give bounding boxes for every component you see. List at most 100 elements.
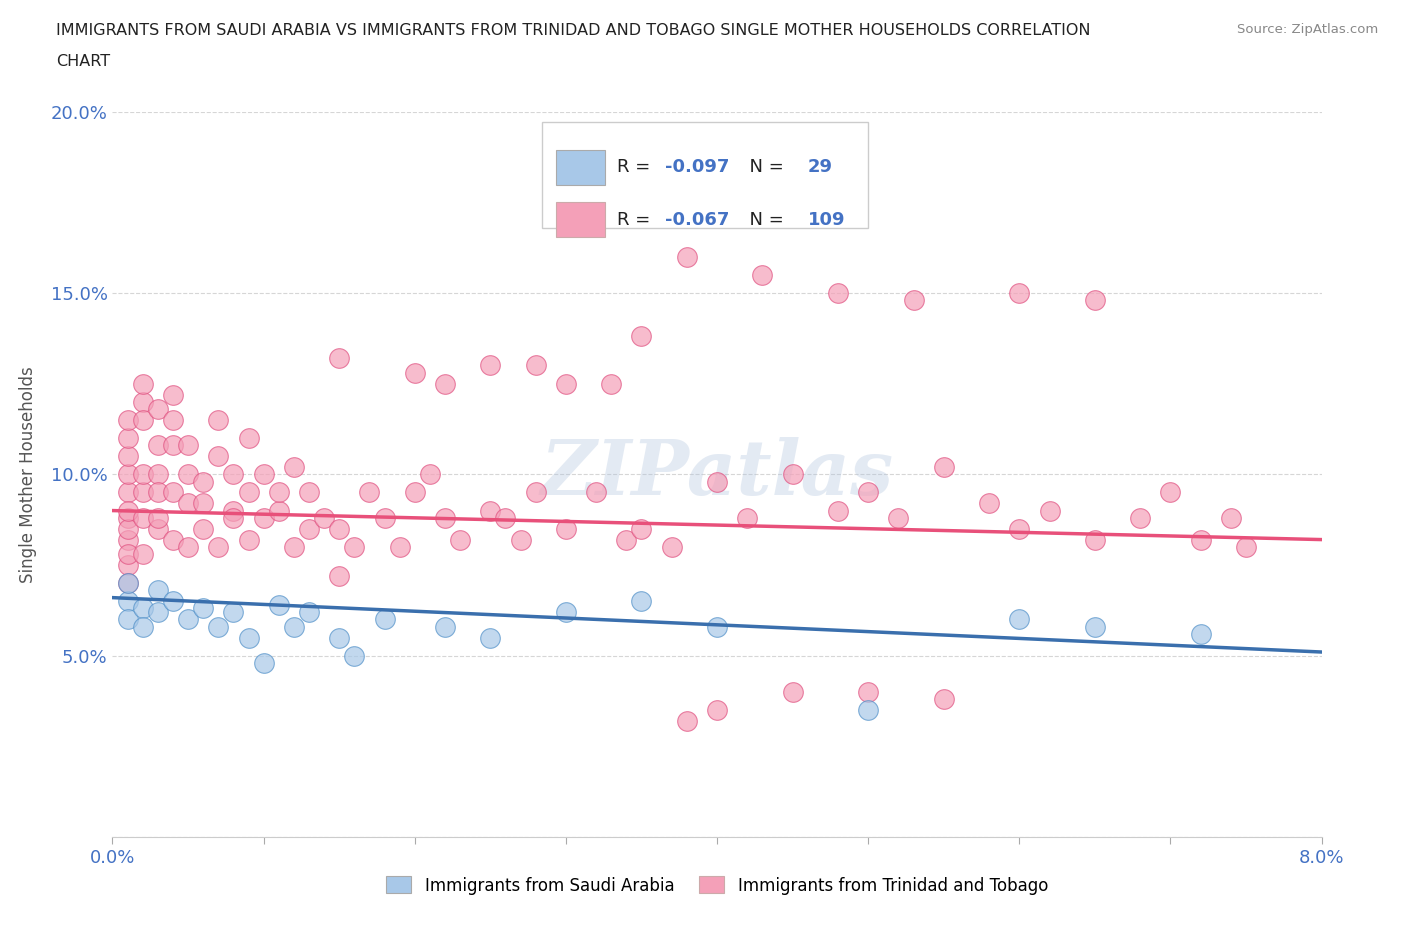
Point	[782, 684, 804, 699]
Point	[554, 604, 576, 619]
Point	[616, 532, 638, 547]
Point	[359, 485, 381, 500]
Point	[1008, 612, 1031, 627]
Point	[267, 597, 290, 612]
Point	[146, 511, 169, 525]
Point	[283, 539, 305, 554]
Point	[373, 511, 396, 525]
Point	[146, 583, 169, 598]
Y-axis label: Single Mother Households: Single Mother Households	[18, 365, 37, 583]
Point	[132, 467, 155, 482]
Point	[433, 511, 456, 525]
Point	[737, 511, 759, 525]
Point	[238, 431, 260, 445]
Point	[177, 612, 200, 627]
Point	[283, 619, 305, 634]
Point	[267, 485, 290, 500]
Point	[887, 511, 910, 525]
Point	[117, 503, 139, 518]
Point	[132, 394, 155, 409]
Text: 29: 29	[807, 158, 832, 176]
Point	[177, 539, 200, 554]
Point	[495, 511, 517, 525]
Point	[373, 612, 396, 627]
Point	[117, 511, 139, 525]
Point	[132, 547, 155, 562]
Point	[312, 511, 335, 525]
Point	[328, 568, 350, 583]
Point	[146, 604, 169, 619]
Point	[283, 459, 305, 474]
Point	[979, 496, 1001, 511]
Point	[479, 503, 502, 518]
Text: CHART: CHART	[56, 54, 110, 69]
Point	[253, 467, 276, 482]
Point	[238, 631, 260, 645]
Point	[177, 438, 200, 453]
Point	[388, 539, 411, 554]
Point	[117, 547, 139, 562]
Point	[267, 503, 290, 518]
Point	[1084, 293, 1107, 308]
Point	[132, 619, 155, 634]
Text: R =: R =	[617, 158, 655, 176]
Point	[827, 503, 849, 518]
Point	[117, 485, 139, 500]
Point	[132, 377, 155, 392]
Point	[162, 485, 184, 500]
Point	[554, 377, 576, 392]
Point	[253, 656, 276, 671]
Point	[1008, 521, 1031, 536]
Point	[630, 521, 652, 536]
Text: ZIPatlas: ZIPatlas	[540, 437, 894, 512]
Point	[449, 532, 471, 547]
Point	[524, 358, 547, 373]
Point	[238, 485, 260, 500]
Point	[117, 612, 139, 627]
Point	[479, 631, 502, 645]
Point	[706, 619, 728, 634]
Point	[117, 449, 139, 464]
Point	[328, 631, 350, 645]
Point	[856, 684, 880, 699]
Point	[782, 467, 804, 482]
Point	[630, 594, 652, 609]
Text: N =: N =	[738, 211, 789, 229]
Point	[117, 532, 139, 547]
Text: 109: 109	[807, 211, 845, 229]
Point	[419, 467, 441, 482]
Point	[117, 521, 139, 536]
Point	[1234, 539, 1257, 554]
Point	[132, 601, 155, 616]
Point	[1084, 532, 1107, 547]
Point	[253, 511, 276, 525]
Point	[1219, 511, 1241, 525]
Text: N =: N =	[738, 158, 789, 176]
Point	[706, 474, 728, 489]
FancyBboxPatch shape	[557, 150, 605, 184]
Point	[600, 377, 623, 392]
Point	[191, 601, 215, 616]
Point	[524, 485, 547, 500]
Point	[932, 692, 955, 707]
Text: IMMIGRANTS FROM SAUDI ARABIA VS IMMIGRANTS FROM TRINIDAD AND TOBAGO SINGLE MOTHE: IMMIGRANTS FROM SAUDI ARABIA VS IMMIGRAN…	[56, 23, 1091, 38]
Point	[585, 485, 607, 500]
Point	[298, 485, 321, 500]
Point	[1084, 619, 1107, 634]
Point	[630, 329, 652, 344]
Point	[207, 619, 229, 634]
Text: -0.097: -0.097	[665, 158, 730, 176]
Point	[298, 521, 321, 536]
Point	[404, 485, 426, 500]
Point	[1189, 627, 1212, 642]
Point	[177, 496, 200, 511]
Point	[675, 249, 697, 264]
Point	[191, 521, 215, 536]
Text: Source: ZipAtlas.com: Source: ZipAtlas.com	[1237, 23, 1378, 36]
Point	[1189, 532, 1212, 547]
FancyBboxPatch shape	[541, 123, 868, 228]
Point	[207, 449, 229, 464]
Point	[343, 648, 366, 663]
Point	[146, 402, 169, 417]
Point	[1008, 286, 1031, 300]
